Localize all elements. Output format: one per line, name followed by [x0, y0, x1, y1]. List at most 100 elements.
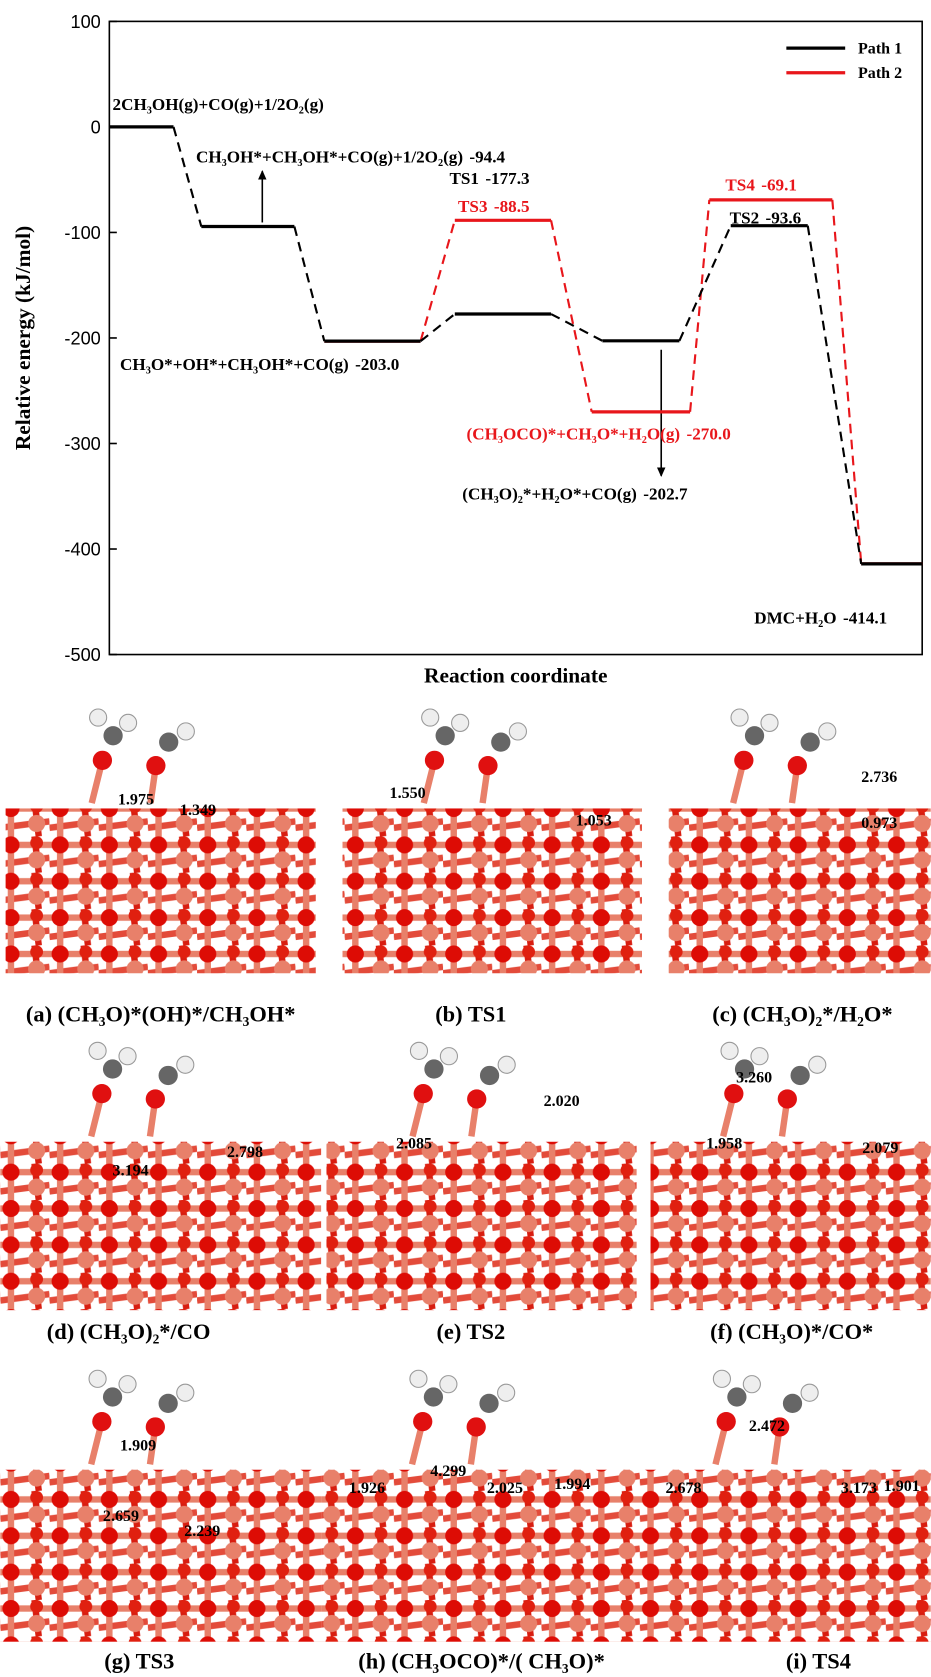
atom-c: [436, 726, 455, 745]
atom-c: [159, 1394, 178, 1413]
plot-frame: [109, 21, 922, 654]
connector: [808, 226, 861, 564]
atom-c: [491, 733, 510, 752]
state-label: (CH₃O)₂*+H₂O*+CO(g) -202.7: [462, 484, 688, 503]
surface-slab: [343, 808, 642, 973]
atom-o: [146, 1089, 165, 1108]
atom-h: [751, 1048, 768, 1065]
y-axis-title: Relative energy (kJ/mol): [11, 226, 35, 450]
panel-caption: (e) TS2: [436, 1319, 505, 1344]
y-tick-label: -100: [64, 223, 100, 243]
panel-caption: (d) (CH₃O)₂*/CO: [47, 1319, 211, 1344]
atom-o: [734, 751, 753, 770]
atom-o: [414, 1084, 433, 1103]
atom-h: [90, 709, 107, 726]
panel-caption: (a) (CH₃O)*(OH)*/CH₃OH*: [26, 1001, 296, 1026]
atom-h: [89, 1042, 106, 1059]
panel-caption: (b) TS1: [435, 1001, 506, 1026]
atom-c: [424, 1059, 443, 1078]
atom-c: [159, 733, 178, 752]
state-label: CH₃O*+OH*+CH₃OH*+CO(g)-203.0: [120, 355, 399, 374]
legend-label: Path 1: [858, 40, 902, 57]
atom-h: [177, 1056, 194, 1073]
state-energy: -270.0: [687, 425, 731, 444]
surface-slab: [0, 1470, 321, 1642]
atom-c: [103, 1387, 122, 1406]
atom-o: [92, 1412, 111, 1431]
atom-o: [92, 1084, 111, 1103]
distance-label: 1.901: [884, 1478, 920, 1495]
y-tick-label: 0: [91, 117, 101, 137]
atom-o: [724, 1084, 743, 1103]
atom-h: [731, 709, 748, 726]
state-energy: -203.0: [355, 355, 399, 374]
atom-c: [159, 1066, 178, 1085]
atom-o: [425, 751, 444, 770]
state-label: 2CH₃OH(g)+CO(g)+1/2O₂(g): [113, 95, 324, 114]
distance-label: 1.958: [706, 1136, 742, 1153]
atom-h: [89, 1370, 106, 1387]
distance-label: 2.678: [665, 1480, 701, 1497]
atom-h: [452, 714, 469, 731]
surface-slab: [326, 1142, 636, 1310]
state-name: CH₃OH*+CH₃OH*+CO(g)+1/2O₂(g): [196, 148, 463, 167]
atom-c: [103, 1059, 122, 1078]
atom-o: [413, 1412, 432, 1431]
state-energy: -88.5: [494, 197, 530, 216]
atom-c: [791, 1066, 810, 1085]
distance-label: 1.994: [554, 1476, 590, 1493]
atom-h: [721, 1042, 738, 1059]
atom-h: [120, 714, 137, 731]
atom-o: [717, 1412, 736, 1431]
atom-o: [146, 1417, 165, 1436]
distance-label: 1.349: [180, 802, 216, 819]
distance-label: 4.299: [430, 1463, 466, 1480]
state-name: (CH₃OCO)*+CH₃O*+H₂O(g): [467, 425, 681, 444]
state-label: TS2-93.6: [730, 209, 802, 228]
distance-label: 3.194: [113, 1162, 149, 1179]
y-tick-label: -300: [64, 434, 100, 454]
state-name: (CH₃O)₂*+H₂O*+CO(g): [462, 484, 637, 503]
distance-label: 2.025: [487, 1480, 523, 1497]
atom-h: [177, 1384, 194, 1401]
distance-label: 1.550: [390, 785, 426, 802]
atom-h: [713, 1370, 730, 1387]
atom-c: [801, 733, 820, 752]
atom-h: [440, 1376, 457, 1393]
panel-caption: (i) TS4: [786, 1648, 851, 1673]
distance-label: 3.260: [736, 1069, 772, 1086]
atom-h: [509, 723, 526, 740]
state-energy: -202.7: [643, 484, 688, 503]
atom-h: [761, 714, 778, 731]
state-name: DMC+H₂O: [754, 609, 836, 628]
distance-label: 2.020: [544, 1093, 580, 1110]
atom-o: [778, 1089, 797, 1108]
surface-slab: [669, 808, 931, 973]
state-name: TS3: [458, 197, 487, 216]
atom-h: [119, 1048, 136, 1065]
atom-h: [743, 1376, 760, 1393]
atom-c: [479, 1394, 498, 1413]
panel-caption: (c) (CH₃O)₂*/H₂O*: [712, 1001, 892, 1026]
distance-label: 2.798: [227, 1144, 263, 1161]
distance-label: 2.079: [862, 1140, 898, 1157]
atom-c: [727, 1387, 746, 1406]
distance-label: 1.909: [120, 1437, 156, 1454]
surface-slab: [651, 1142, 931, 1310]
legend-label: Path 2: [858, 65, 902, 82]
atom-h: [498, 1384, 515, 1401]
atom-h: [440, 1048, 457, 1065]
connector: [421, 314, 455, 341]
atom-o: [467, 1089, 486, 1108]
y-tick-label: -400: [64, 539, 100, 559]
distance-label: 3.173: [841, 1480, 877, 1497]
atom-o: [467, 1417, 486, 1436]
atom-h: [422, 709, 439, 726]
distance-label: 2.736: [861, 769, 897, 786]
state-name: 2CH₃OH(g)+CO(g)+1/2O₂(g): [113, 95, 324, 114]
atom-h: [498, 1056, 515, 1073]
atom-c: [745, 726, 764, 745]
distance-label: 1.926: [349, 1480, 385, 1497]
state-energy: -177.3: [485, 169, 529, 188]
state-label: DMC+H₂O-414.1: [754, 609, 887, 628]
